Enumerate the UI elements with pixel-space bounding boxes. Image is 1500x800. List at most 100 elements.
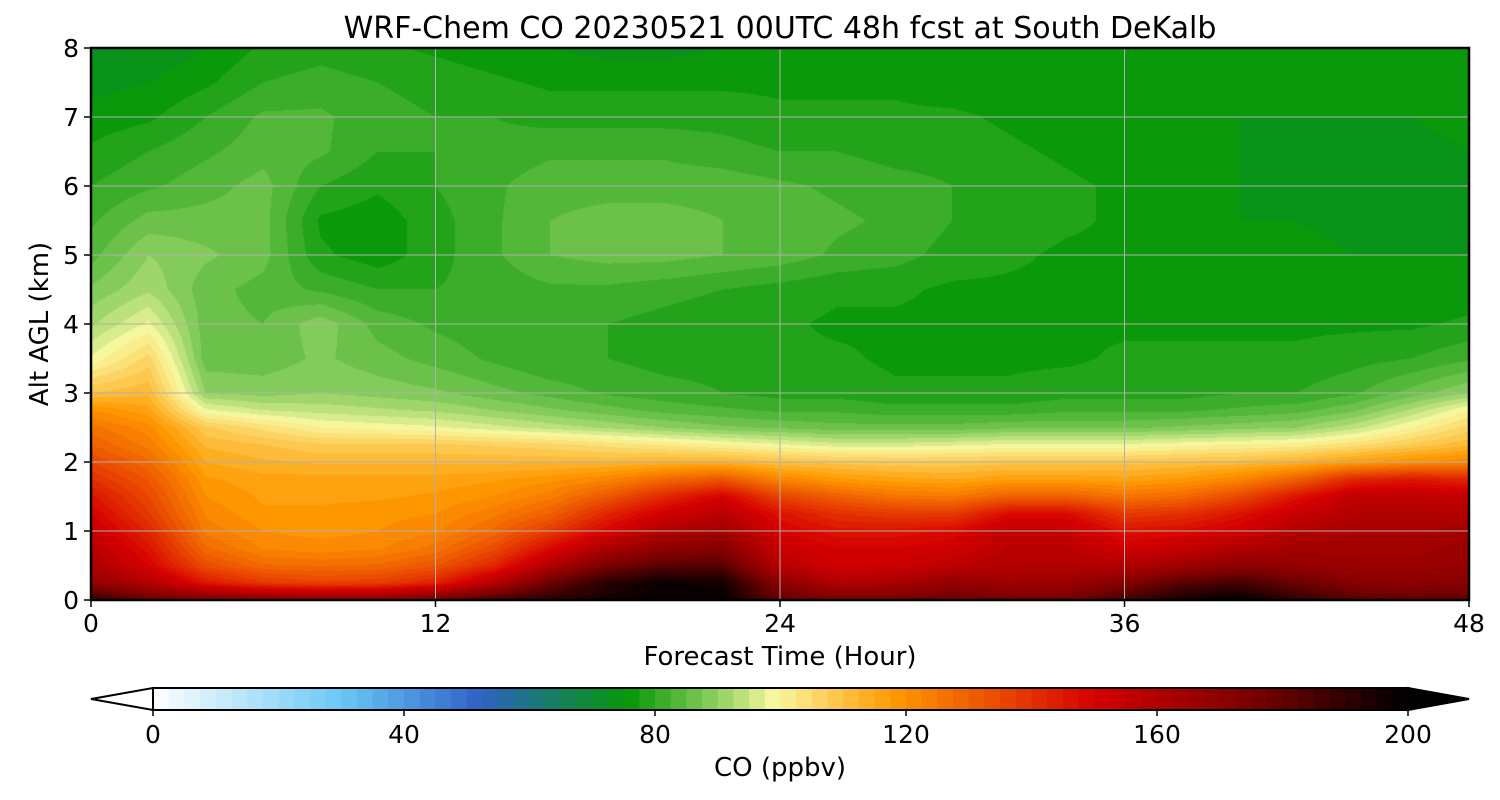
colorbar-swatch: [513, 688, 531, 710]
colorbar-swatch: [231, 688, 248, 710]
colorbar-frame: [152, 687, 1409, 711]
y-tick-label: 8: [63, 34, 79, 63]
colorbar-swatch: [984, 688, 1001, 710]
y-tick-label: 5: [63, 241, 79, 270]
colorbar-swatch: [780, 688, 797, 710]
colorbar-tick-label: 80: [639, 720, 671, 749]
colorbar-tick-label: 200: [1384, 720, 1432, 749]
y-tick-label: 2: [63, 448, 79, 477]
colorbar-swatch: [968, 688, 986, 710]
colorbar-swatch: [858, 688, 876, 710]
colorbar-swatch: [1094, 688, 1111, 710]
y-tick-label: 6: [63, 172, 79, 201]
colorbar-swatch: [247, 688, 264, 710]
colorbar-swatch: [404, 688, 421, 710]
x-tick-label: 0: [83, 609, 99, 638]
colorbar-swatch: [200, 688, 217, 710]
colorbar-swatch: [670, 688, 687, 710]
y-tick-label: 4: [63, 310, 79, 339]
colorbar-swatch: [1282, 688, 1299, 710]
colorbar-swatch: [545, 688, 562, 710]
colorbar-swatch: [1188, 688, 1205, 710]
x-tick-label: 12: [420, 609, 452, 638]
colorbar-swatch: [341, 688, 358, 710]
colorbar-swatch: [168, 688, 185, 710]
y-axis: 0 1 2 3 4 5 6 7 8: [63, 34, 91, 615]
colorbar-tick-label: 120: [882, 720, 930, 749]
colorbar-swatch: [921, 688, 938, 710]
colorbar-swatch: [451, 688, 468, 710]
plot-area: [89, 46, 1471, 602]
colorbar-swatch: [1109, 688, 1127, 710]
colorbar-swatch: [153, 688, 170, 710]
x-tick-label: 48: [1453, 609, 1485, 638]
colorbar-swatch: [576, 688, 593, 710]
colorbar-label: CO (ppbv): [714, 753, 846, 783]
colorbar-swatch: [184, 688, 201, 710]
colorbar-tick-label: 160: [1133, 720, 1181, 749]
colorbar-swatch: [294, 688, 311, 710]
colorbar-swatch: [278, 688, 295, 710]
colorbar-swatch: [356, 688, 374, 710]
colorbar-swatch: [466, 688, 484, 710]
colorbar-swatch: [1062, 688, 1080, 710]
colorbar-swatch: [419, 688, 436, 710]
colorbar-swatch: [655, 688, 672, 710]
colorbar-swatch: [796, 688, 813, 710]
colorbar-swatch: [702, 688, 719, 710]
colorbar-swatch: [874, 688, 891, 710]
colorbar-swatch: [592, 688, 609, 710]
colorbar-min-extend-arrow: [90, 686, 154, 712]
y-tick-label: 3: [63, 379, 79, 408]
colorbar: 0 40 80 120 160 200: [90, 686, 1470, 749]
chart-title: WRF-Chem CO 20230521 00UTC 48h fcst at S…: [344, 11, 1217, 46]
y-tick-label: 7: [63, 103, 79, 132]
y-tick-label: 0: [63, 586, 79, 615]
colorbar-swatch: [827, 688, 844, 710]
x-axis-label: Forecast Time (Hour): [643, 642, 916, 672]
colorbar-swatch: [1376, 688, 1393, 710]
colorbar-swatch: [1345, 688, 1362, 710]
colorbar-swatch: [262, 688, 280, 710]
colorbar-swatch: [1047, 688, 1064, 710]
colorbar-swatch: [717, 688, 735, 710]
colorbar-swatch: [435, 688, 452, 710]
colorbar-swatch: [1078, 688, 1095, 710]
colorbar-swatch: [1392, 688, 1409, 710]
colorbar-swatch: [1266, 688, 1284, 710]
colorbar-swatch: [1141, 688, 1158, 710]
colorbar-swatch: [890, 688, 907, 710]
colorbar-swatch: [1298, 688, 1315, 710]
colorbar-swatch: [906, 688, 923, 710]
colorbar-swatch: [1329, 688, 1346, 710]
colorbar-tick-label: 0: [145, 720, 161, 749]
colorbar-swatch: [1360, 688, 1378, 710]
colorbar-swatch: [686, 688, 703, 710]
x-tick-label: 36: [1109, 609, 1141, 638]
colorbar-swatch: [529, 688, 546, 710]
colorbar-swatch: [309, 688, 327, 710]
colorbar-swatch: [1219, 688, 1237, 710]
colorbar-swatch: [498, 688, 515, 710]
colorbar-swatch: [388, 688, 405, 710]
colorbar-swatch: [560, 688, 578, 710]
colorbar-swatch: [1251, 688, 1268, 710]
colorbar-swatch: [1125, 688, 1142, 710]
colorbar-swatch: [325, 688, 342, 710]
colorbar-swatch: [1313, 688, 1331, 710]
colorbar-swatch: [215, 688, 233, 710]
colorbar-tick-label: 40: [388, 720, 420, 749]
colorbar-swatch: [1204, 688, 1221, 710]
colorbar-swatch: [811, 688, 829, 710]
x-tick-label: 24: [764, 609, 796, 638]
x-axis: 0 12 24 36 48: [83, 600, 1485, 638]
colorbar-swatch: [1000, 688, 1017, 710]
colorbar-swatch: [764, 688, 782, 710]
colorbar-swatch: [639, 688, 656, 710]
colorbar-swatch: [372, 688, 389, 710]
colorbar-swatch: [749, 688, 766, 710]
colorbar-swatch: [953, 688, 970, 710]
colorbar-swatch: [1157, 688, 1174, 710]
colorbar-swatch: [623, 688, 640, 710]
